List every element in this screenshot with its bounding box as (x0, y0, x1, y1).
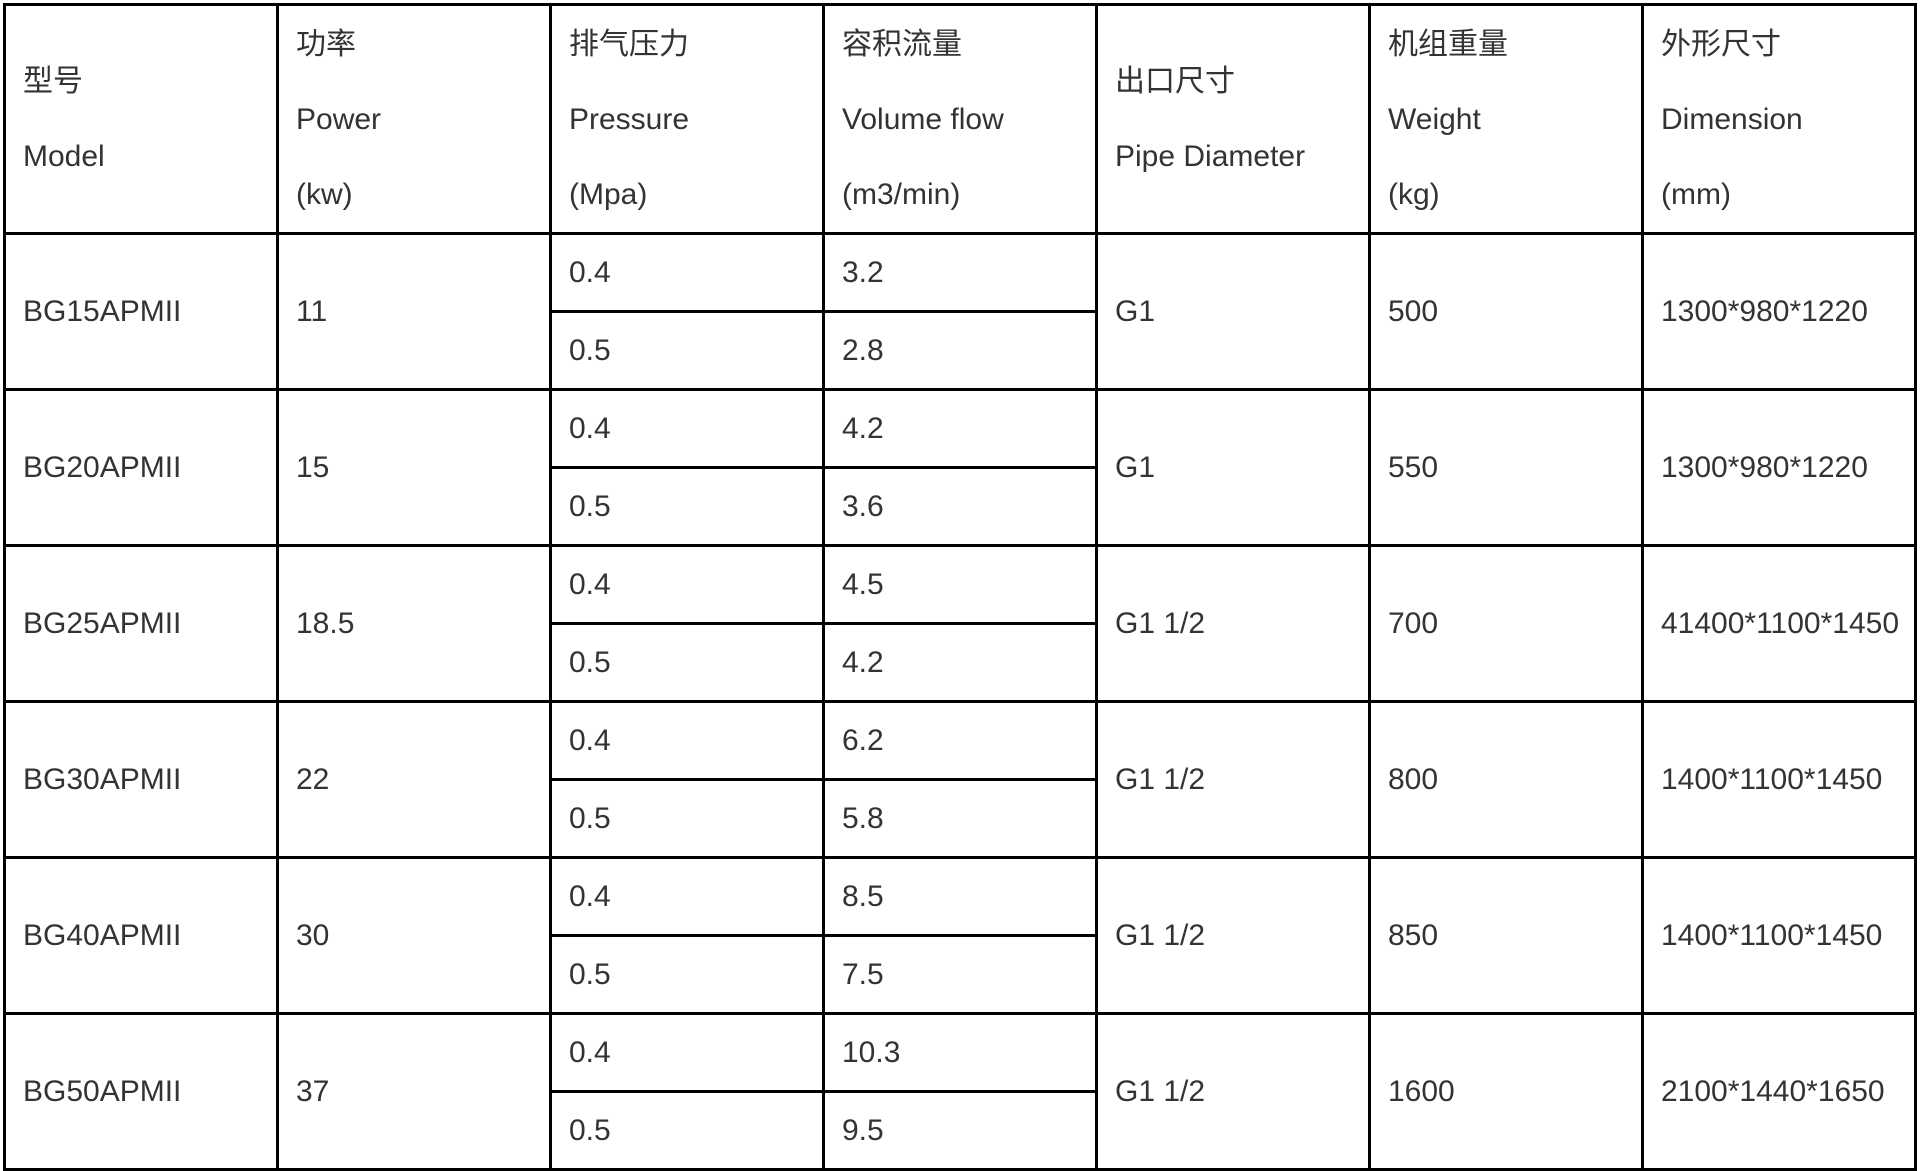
header-pipe-diameter-zh: 出口尺寸 (1115, 65, 1235, 98)
table-subrow: 0.5 2.8 (5, 310, 1916, 391)
header-row: 型号 Model 功率 Power (kw) 排气压力 Pressure (Mpa) 容积流量 V… (3, 3, 1917, 235)
header-model-en: Model (23, 140, 105, 173)
power-cell: 22 (276, 700, 552, 859)
table-row: BG20APMII 15 0.4 4.2 G1 550 1300*980*1220 (3, 388, 1917, 547)
table-row: BG30APMII 22 0.4 6.2 G1 1/2 800 1400*1100*1450 (3, 700, 1917, 859)
pipe-cell: G1 1/2 (1095, 856, 1371, 1015)
pressure-cell: 0.5 (549, 1090, 825, 1171)
table-subrow: 0.5 4.2 (5, 622, 1916, 703)
header-weight-zh: 机组重量 (1388, 27, 1508, 61)
header-dimension-zh: 外形尺寸 (1661, 27, 1781, 61)
power-cell: 30 (276, 856, 552, 1015)
table-row: BG15APMII 11 0.4 3.2 G1 500 1300*980*1220 (3, 232, 1917, 391)
weight-cell: 550 (1368, 388, 1644, 547)
power-cell: 15 (276, 388, 552, 547)
pressure-cell: 0.4 (549, 232, 825, 313)
header-pressure: 排气压力 Pressure (Mpa) (549, 3, 825, 235)
dimension-cell: 1300*980*1220 (1641, 388, 1917, 547)
table-subrow: 0.5 5.8 (5, 778, 1916, 859)
pressure-cell: 0.4 (549, 1012, 825, 1093)
pressure-cell: 0.4 (549, 856, 825, 937)
pressure-cell: 0.5 (549, 778, 825, 859)
pressure-cell: 0.5 (549, 934, 825, 1015)
dimension-cell: 2100*1440*1650 (1641, 1012, 1917, 1171)
table-subrow: 0.5 3.6 (5, 466, 1916, 547)
weight-cell: 500 (1368, 232, 1644, 391)
flow-cell: 6.2 (822, 700, 1098, 781)
weight-cell: 700 (1368, 544, 1644, 703)
table-subrow: 0.5 9.5 (5, 1090, 1916, 1171)
flow-cell: 2.8 (822, 310, 1098, 391)
pressure-cell: 0.4 (549, 544, 825, 625)
dimension-cell: 1300*980*1220 (1641, 232, 1917, 391)
pressure-cell: 0.5 (549, 466, 825, 547)
header-weight-unit: (kg) (1388, 177, 1440, 211)
header-volume-flow-zh: 容积流量 (842, 27, 962, 61)
model-cell: BG20APMII (3, 388, 279, 547)
flow-cell: 4.5 (822, 544, 1098, 625)
spec-table: 型号 Model 功率 Power (kw) 排气压力 Pressure (Mpa) 容积流量 V… (3, 3, 1917, 1171)
header-volume-flow-en: Volume flow (842, 102, 1004, 136)
table-subrow: 0.5 7.5 (5, 934, 1916, 1015)
table-row: BG25APMII 18.5 0.4 4.5 G1 1/2 700 41400*1100*1… (3, 544, 1917, 703)
header-pipe-diameter-en: Pipe Diameter (1115, 140, 1306, 173)
flow-cell: 4.2 (822, 622, 1098, 703)
model-cell: BG30APMII (3, 700, 279, 859)
dimension-cell: 1400*1100*1450 (1641, 700, 1917, 859)
header-dimension: 外形尺寸 Dimension (mm) (1641, 3, 1917, 235)
flow-cell: 3.2 (822, 232, 1098, 313)
weight-cell: 1600 (1368, 1012, 1644, 1171)
header-power-unit: (kw) (296, 177, 353, 211)
pipe-cell: G1 (1095, 232, 1371, 391)
flow-cell: 4.2 (822, 388, 1098, 469)
weight-cell: 850 (1368, 856, 1644, 1015)
header-model: 型号 Model (3, 3, 279, 235)
header-weight-en: Weight (1388, 102, 1481, 136)
pressure-cell: 0.4 (549, 388, 825, 469)
header-model-zh: 型号 (23, 65, 83, 98)
header-volume-flow: 容积流量 Volume flow (m3/min) (822, 3, 1098, 235)
weight-cell: 800 (1368, 700, 1644, 859)
dimension-cell: 1400*1100*1450 (1641, 856, 1917, 1015)
header-volume-flow-unit: (m3/min) (842, 177, 961, 211)
header-pressure-zh: 排气压力 (569, 27, 689, 61)
header-dimension-unit: (mm) (1661, 177, 1731, 211)
table-row: BG50APMII 37 0.4 10.3 G1 1/2 1600 2100*1440*16… (3, 1012, 1917, 1171)
header-power-en: Power (296, 102, 382, 136)
power-cell: 37 (276, 1012, 552, 1171)
table-row: BG40APMII 30 0.4 8.5 G1 1/2 850 1400*1100*1450 (3, 856, 1917, 1015)
flow-cell: 10.3 (822, 1012, 1098, 1093)
model-cell: BG15APMII (3, 232, 279, 391)
header-pressure-unit: (Mpa) (569, 177, 648, 211)
model-cell: BG25APMII (3, 544, 279, 703)
pipe-cell: G1 1/2 (1095, 544, 1371, 703)
pressure-cell: 0.4 (549, 700, 825, 781)
power-cell: 11 (276, 232, 552, 391)
header-power: 功率 Power (kw) (276, 3, 552, 235)
flow-cell: 9.5 (822, 1090, 1098, 1171)
header-pressure-en: Pressure (569, 102, 690, 136)
header-pipe-diameter: 出口尺寸 Pipe Diameter (1095, 3, 1371, 235)
flow-cell: 3.6 (822, 466, 1098, 547)
flow-cell: 8.5 (822, 856, 1098, 937)
pipe-cell: G1 1/2 (1095, 1012, 1371, 1171)
pipe-cell: G1 (1095, 388, 1371, 547)
header-dimension-en: Dimension (1661, 102, 1803, 136)
dimension-cell: 41400*1100*1450 (1641, 544, 1917, 703)
flow-cell: 5.8 (822, 778, 1098, 859)
pressure-cell: 0.5 (549, 310, 825, 391)
pressure-cell: 0.5 (549, 622, 825, 703)
header-weight: 机组重量 Weight (kg) (1368, 3, 1644, 235)
power-cell: 18.5 (276, 544, 552, 703)
header-power-zh: 功率 (296, 27, 356, 61)
pipe-cell: G1 1/2 (1095, 700, 1371, 859)
flow-cell: 7.5 (822, 934, 1098, 1015)
model-cell: BG50APMII (3, 1012, 279, 1171)
model-cell: BG40APMII (3, 856, 279, 1015)
